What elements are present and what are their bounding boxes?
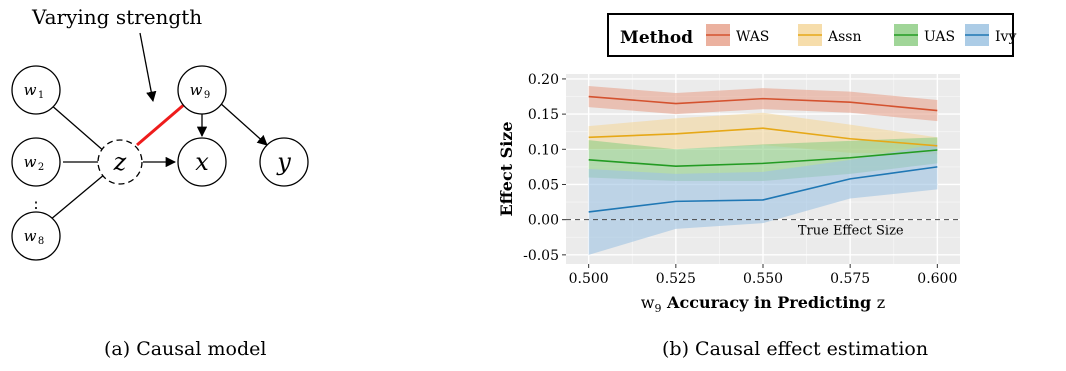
y-tick-label: 0.05 bbox=[528, 177, 559, 193]
line-uas bbox=[588, 149, 938, 167]
series-lines bbox=[588, 95, 938, 213]
legend-label: Assn bbox=[827, 29, 862, 45]
node-w8: w 8 bbox=[11, 211, 61, 261]
legend: Method WAS Assn UAS Ivy bbox=[607, 13, 1016, 57]
node-w9: w 9 bbox=[177, 65, 227, 115]
y-tick-label: 0.00 bbox=[528, 213, 559, 229]
node-w8-label: w bbox=[24, 227, 37, 245]
x-axis-label: w9 Accuracy in Predicting z bbox=[641, 293, 885, 315]
line-assn bbox=[588, 127, 938, 147]
legend-label: UAS bbox=[924, 29, 955, 45]
x-label-subscript: 9 bbox=[654, 302, 661, 315]
node-w2: w 2 bbox=[11, 137, 61, 187]
node-w9-label: w bbox=[190, 81, 203, 99]
y-axis-label: Effect Size bbox=[497, 121, 516, 216]
x-label-end: z bbox=[877, 293, 885, 312]
node-x: x bbox=[177, 137, 227, 187]
caption-a: (a) Causal model bbox=[104, 338, 267, 360]
node-w2-subscript: 2 bbox=[38, 162, 44, 173]
edge-w1-z bbox=[49, 103, 106, 153]
x-label-var: w bbox=[641, 293, 655, 312]
x-tick-label: 0.525 bbox=[656, 271, 696, 287]
reference-line-group: True Effect Size bbox=[566, 219, 960, 239]
edge-w9-z-highlight bbox=[136, 101, 187, 147]
node-z-latent: z bbox=[97, 139, 143, 185]
node-y-label: y bbox=[276, 148, 291, 176]
effect-size-chart: Method WAS Assn UAS Ivy True Effect Size -0… bbox=[497, 13, 1016, 315]
node-w1: w 1 bbox=[11, 65, 61, 115]
causal-model-diagram: Varying strength w 1 w 2 ⋮ w 8 z bbox=[11, 5, 309, 261]
legend-item-assn: Assn bbox=[798, 24, 862, 46]
caption-b: (b) Causal effect estimation bbox=[662, 338, 929, 360]
edge-w9-y bbox=[218, 101, 268, 146]
line-ivy bbox=[588, 166, 938, 213]
y-tick-label: 0.15 bbox=[528, 107, 559, 123]
edge-w8-z bbox=[49, 173, 106, 221]
varying-strength-annotation: Varying strength bbox=[31, 5, 202, 29]
y-tick-label: 0.20 bbox=[528, 72, 559, 88]
node-w8-subscript: 8 bbox=[38, 236, 44, 247]
legend-title: Method bbox=[620, 28, 693, 48]
legend-label: Ivy bbox=[995, 29, 1016, 45]
node-w9-subscript: 9 bbox=[204, 90, 210, 101]
node-x-label: x bbox=[195, 148, 209, 176]
node-w1-subscript: 1 bbox=[38, 90, 44, 101]
y-axis-ticks: -0.05 0.00 0.05 0.10 0.15 0.20 bbox=[523, 72, 566, 264]
x-tick-label: 0.600 bbox=[917, 271, 957, 287]
causal-model-panel: Varying strength w 1 w 2 ⋮ w 8 z bbox=[0, 0, 330, 371]
legend-item-uas: UAS bbox=[894, 24, 955, 46]
legend-label: WAS bbox=[736, 29, 769, 45]
node-w2-label: w bbox=[24, 153, 37, 171]
true-effect-label: True Effect Size bbox=[798, 224, 904, 239]
line-was bbox=[588, 95, 938, 112]
band-was bbox=[588, 85, 938, 122]
node-z-label: z bbox=[113, 148, 127, 176]
y-tick-label: 0.10 bbox=[528, 142, 559, 158]
effect-estimation-panel: Method WAS Assn UAS Ivy True Effect Size -0… bbox=[480, 0, 1066, 371]
x-label-middle: Accuracy in Predicting bbox=[661, 293, 876, 312]
legend-item-was: WAS bbox=[706, 24, 769, 46]
annotation-arrow bbox=[139, 32, 157, 103]
x-tick-label: 0.575 bbox=[830, 271, 870, 287]
node-w1-label: w bbox=[24, 81, 37, 99]
y-tick-label: -0.05 bbox=[523, 248, 559, 264]
legend-item-ivy: Ivy bbox=[965, 24, 1016, 46]
x-tick-label: 0.550 bbox=[743, 271, 783, 287]
x-axis-ticks: 0.500 0.525 0.550 0.575 0.600 bbox=[569, 264, 957, 287]
x-tick-label: 0.500 bbox=[569, 271, 609, 287]
node-y: y bbox=[259, 137, 309, 187]
